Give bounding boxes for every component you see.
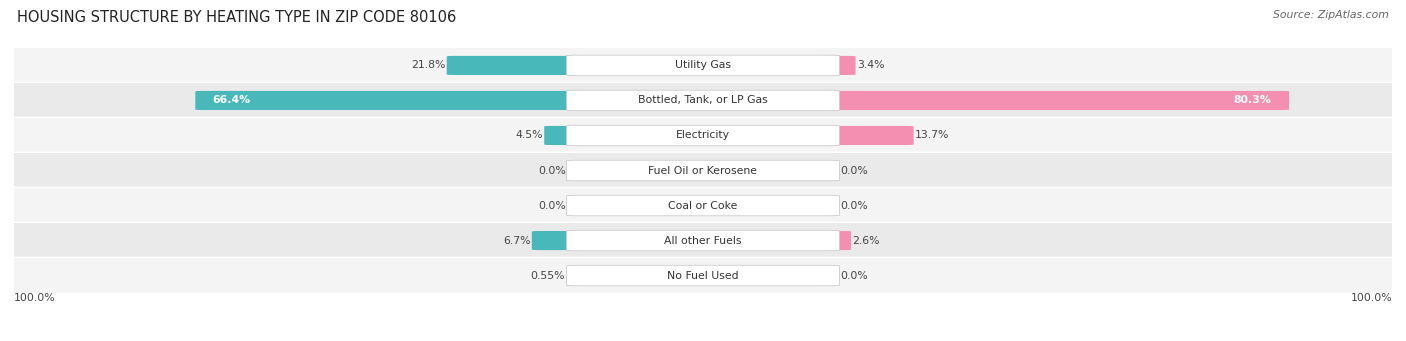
Text: Electricity: Electricity (676, 131, 730, 140)
FancyBboxPatch shape (567, 230, 839, 251)
FancyBboxPatch shape (567, 196, 586, 215)
FancyBboxPatch shape (531, 231, 586, 250)
FancyBboxPatch shape (1, 47, 1405, 84)
Text: 4.5%: 4.5% (516, 131, 543, 140)
Text: 0.0%: 0.0% (537, 165, 565, 176)
Text: 100.0%: 100.0% (1350, 293, 1392, 303)
Text: Source: ZipAtlas.com: Source: ZipAtlas.com (1274, 10, 1389, 20)
FancyBboxPatch shape (195, 91, 586, 110)
FancyBboxPatch shape (567, 125, 839, 146)
FancyBboxPatch shape (1, 187, 1405, 224)
FancyBboxPatch shape (567, 90, 839, 111)
Text: 21.8%: 21.8% (411, 60, 446, 71)
FancyBboxPatch shape (567, 266, 586, 285)
FancyBboxPatch shape (820, 91, 1289, 110)
Text: Bottled, Tank, or LP Gas: Bottled, Tank, or LP Gas (638, 95, 768, 105)
Text: 3.4%: 3.4% (856, 60, 884, 71)
FancyBboxPatch shape (1, 257, 1405, 294)
Text: Utility Gas: Utility Gas (675, 60, 731, 71)
FancyBboxPatch shape (820, 161, 839, 180)
Text: Fuel Oil or Kerosene: Fuel Oil or Kerosene (648, 165, 758, 176)
FancyBboxPatch shape (820, 196, 839, 215)
FancyBboxPatch shape (447, 56, 586, 75)
Text: HOUSING STRUCTURE BY HEATING TYPE IN ZIP CODE 80106: HOUSING STRUCTURE BY HEATING TYPE IN ZIP… (17, 10, 456, 25)
Text: 0.0%: 0.0% (537, 201, 565, 210)
Text: 66.4%: 66.4% (212, 95, 252, 105)
Text: 0.0%: 0.0% (841, 201, 869, 210)
FancyBboxPatch shape (1, 117, 1405, 154)
Text: 13.7%: 13.7% (915, 131, 949, 140)
FancyBboxPatch shape (567, 160, 839, 181)
Text: All other Fuels: All other Fuels (664, 236, 742, 246)
Text: 100.0%: 100.0% (14, 293, 56, 303)
FancyBboxPatch shape (544, 126, 586, 145)
Text: 0.55%: 0.55% (530, 270, 565, 281)
Text: 0.0%: 0.0% (841, 270, 869, 281)
Text: 80.3%: 80.3% (1233, 95, 1271, 105)
FancyBboxPatch shape (567, 265, 839, 286)
FancyBboxPatch shape (820, 231, 851, 250)
FancyBboxPatch shape (1, 152, 1405, 189)
FancyBboxPatch shape (1, 222, 1405, 259)
FancyBboxPatch shape (820, 266, 839, 285)
Text: 2.6%: 2.6% (852, 236, 880, 246)
FancyBboxPatch shape (567, 195, 839, 216)
FancyBboxPatch shape (820, 126, 914, 145)
Text: 6.7%: 6.7% (503, 236, 530, 246)
FancyBboxPatch shape (1, 82, 1405, 119)
Text: Coal or Coke: Coal or Coke (668, 201, 738, 210)
FancyBboxPatch shape (820, 56, 856, 75)
Text: No Fuel Used: No Fuel Used (668, 270, 738, 281)
Text: 0.0%: 0.0% (841, 165, 869, 176)
FancyBboxPatch shape (567, 55, 839, 76)
FancyBboxPatch shape (567, 161, 586, 180)
